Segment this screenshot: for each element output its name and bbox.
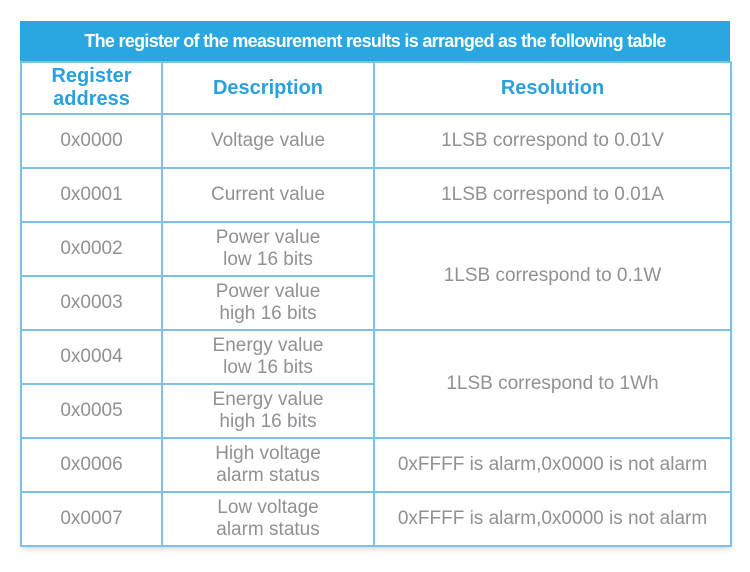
description-line: Power value bbox=[215, 281, 321, 302]
description-cell: Low voltage alarm status bbox=[161, 491, 375, 547]
table-header: Register address Description Resolution bbox=[20, 61, 732, 115]
address-cell: 0x0000 bbox=[20, 113, 163, 169]
description-line: high 16 bits bbox=[219, 303, 317, 324]
description-line: Low voltage bbox=[217, 497, 319, 518]
description-line: Current value bbox=[210, 184, 326, 205]
table-row-0x0006: 0x0006 High voltage alarm status 0xFFFF … bbox=[20, 437, 732, 493]
table-row-0x0003: 0x0003 Power value high 16 bits bbox=[20, 275, 731, 331]
description-cell: Current value bbox=[161, 167, 375, 223]
header-resolution: Resolution bbox=[373, 61, 732, 115]
description-line: Power value bbox=[215, 227, 321, 248]
resolution-cell: 1LSB correspond to 0.01A bbox=[373, 167, 732, 223]
description-line: Energy value bbox=[212, 335, 324, 356]
resolution-cell: 1LSB correspond to 0.01V bbox=[373, 113, 732, 169]
register-table-panel: The register of the measurement results … bbox=[20, 21, 732, 547]
address-cell: 0x0001 bbox=[20, 167, 163, 223]
address-cell: 0x0004 bbox=[20, 329, 163, 385]
description-line: High voltage bbox=[215, 443, 321, 464]
header-row: Register address Description Resolution bbox=[20, 61, 732, 115]
resolution-cell-merged: 1LSB correspond to 1Wh bbox=[373, 329, 732, 439]
header-description: Description bbox=[161, 61, 375, 115]
table-title-bar: The register of the measurement results … bbox=[20, 21, 730, 61]
resolution-cell: 0xFFFF is alarm,0x0000 is not alarm bbox=[373, 437, 732, 493]
table-body: 0x0000 Voltage value 1LSB correspond to … bbox=[20, 113, 732, 547]
address-cell: 0x0003 bbox=[20, 275, 163, 331]
table-row-0x0002: 0x0002 Power value low 16 bits 1LSB corr… bbox=[20, 221, 732, 331]
table-row-0x0007: 0x0007 Low voltage alarm status 0xFFFF i… bbox=[20, 491, 732, 547]
header-register-address: Register address bbox=[20, 61, 163, 115]
description-cell: Energy value high 16 bits bbox=[161, 383, 375, 439]
description-cell: Power value high 16 bits bbox=[161, 275, 375, 331]
description-line: Voltage value bbox=[210, 130, 326, 151]
register-table: Register address Description Resolution … bbox=[20, 61, 732, 547]
address-cell: 0x0006 bbox=[20, 437, 163, 493]
table-row-0x0004: 0x0004 Energy value low 16 bits 1LSB cor… bbox=[20, 329, 732, 439]
table-row-0x0001: 0x0001 Current value 1LSB correspond to … bbox=[20, 167, 732, 223]
table-row-0x0000: 0x0000 Voltage value 1LSB correspond to … bbox=[20, 113, 732, 169]
resolution-cell: 0xFFFF is alarm,0x0000 is not alarm bbox=[373, 491, 732, 547]
description-line: alarm status bbox=[216, 519, 320, 540]
address-cell: 0x0005 bbox=[20, 383, 163, 439]
description-cell: Energy value low 16 bits bbox=[161, 329, 375, 385]
description-cell: High voltage alarm status bbox=[161, 437, 375, 493]
description-line: alarm status bbox=[216, 465, 320, 486]
table-title: The register of the measurement results … bbox=[84, 30, 666, 51]
description-line: Energy value bbox=[212, 389, 324, 410]
description-line: low 16 bits bbox=[223, 249, 313, 270]
resolution-cell-merged: 1LSB correspond to 0.1W bbox=[373, 221, 732, 331]
description-cell: Voltage value bbox=[161, 113, 375, 169]
description-line: low 16 bits bbox=[223, 357, 313, 378]
address-cell: 0x0007 bbox=[20, 491, 163, 547]
description-cell: Power value low 16 bits bbox=[161, 221, 375, 277]
description-line: high 16 bits bbox=[219, 411, 317, 432]
table-row-0x0005: 0x0005 Energy value high 16 bits bbox=[20, 383, 731, 439]
address-cell: 0x0002 bbox=[20, 221, 163, 277]
